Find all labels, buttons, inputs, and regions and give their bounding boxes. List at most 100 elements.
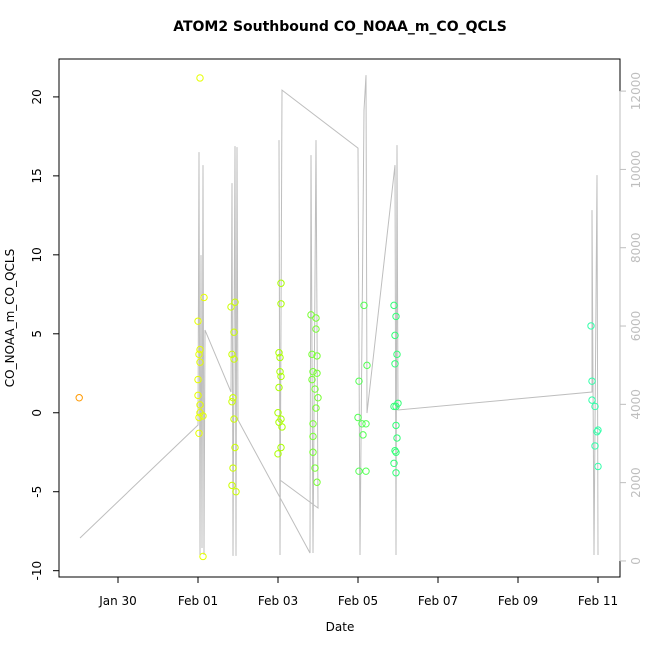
- point: [230, 355, 238, 363]
- point: [228, 481, 236, 490]
- point: [392, 448, 400, 456]
- point: [391, 360, 399, 368]
- point: [277, 279, 285, 287]
- point: [393, 350, 401, 359]
- point: [354, 413, 362, 422]
- point: [228, 398, 236, 406]
- point: [194, 375, 202, 384]
- point: [308, 350, 316, 359]
- point: [274, 409, 282, 417]
- point: [392, 312, 400, 321]
- point: [312, 314, 320, 322]
- point: [195, 350, 203, 359]
- y2-tick-label: 8000: [629, 232, 643, 263]
- point: [228, 350, 236, 359]
- y-tick-label: 5: [30, 330, 44, 338]
- y-tick-label: -5: [30, 486, 44, 498]
- point: [312, 325, 320, 333]
- x-tick-label: Feb 05: [338, 594, 378, 608]
- altitude-line: [79, 75, 599, 556]
- x-tick-label: Feb 01: [178, 594, 218, 608]
- point: [309, 367, 317, 376]
- point: [358, 420, 366, 428]
- point: [313, 352, 321, 360]
- point: [314, 394, 322, 402]
- y2-tick-label: 0: [629, 557, 643, 565]
- point: [194, 391, 202, 400]
- point: [594, 426, 602, 434]
- point: [199, 552, 207, 561]
- y2-tick-label: 6000: [629, 311, 643, 342]
- point: [355, 467, 363, 475]
- point: [230, 328, 238, 336]
- point: [231, 298, 239, 306]
- point: [312, 404, 320, 412]
- x-tick-label: Feb 09: [498, 594, 538, 608]
- point: [278, 423, 286, 431]
- point: [392, 469, 400, 477]
- point: [276, 367, 284, 376]
- point: [593, 428, 601, 436]
- point: [195, 429, 203, 437]
- y-tick-label: 0: [30, 409, 44, 417]
- point: [390, 402, 398, 411]
- point: [355, 377, 363, 385]
- x-tick-label: Feb 03: [258, 594, 298, 608]
- chart-title: ATOM2 Southbound CO_NOAA_m_CO_QCLS: [173, 19, 507, 35]
- point: [275, 383, 283, 392]
- x-tick-label: Jan 30: [98, 594, 137, 608]
- y-tick-label: 10: [30, 247, 44, 262]
- point: [194, 317, 202, 325]
- point: [196, 358, 204, 366]
- point: [277, 372, 285, 381]
- plot-frame: [58, 58, 621, 578]
- point: [390, 459, 398, 467]
- point: [230, 415, 238, 423]
- x-tick-label: Feb 11: [578, 594, 618, 608]
- point: [393, 434, 401, 442]
- point: [231, 443, 239, 452]
- point: [309, 432, 317, 441]
- point: [232, 488, 240, 496]
- point: [360, 301, 368, 310]
- x-tick-label: Feb 07: [418, 594, 458, 608]
- point: [392, 402, 400, 411]
- point: [392, 421, 400, 430]
- point: [275, 349, 283, 357]
- point: [594, 462, 602, 471]
- point: [195, 413, 203, 422]
- point: [588, 396, 596, 404]
- point: [200, 293, 208, 302]
- point: [363, 361, 371, 370]
- point: [196, 74, 204, 82]
- point: [359, 431, 367, 439]
- point: [277, 300, 285, 308]
- y-axis-label: CO_NOAA_m_CO_QCLS: [3, 249, 17, 387]
- point: [75, 394, 83, 402]
- point: [199, 412, 207, 420]
- point: [313, 369, 321, 377]
- y2-tick-label: 10000: [629, 150, 643, 188]
- point: [591, 442, 599, 450]
- point: [311, 464, 319, 472]
- y-tick-label: 15: [30, 168, 44, 183]
- point: [391, 331, 399, 340]
- y2-tick-label: 12000: [629, 72, 643, 110]
- y-tick-label: -10: [30, 561, 44, 581]
- point: [196, 401, 204, 409]
- point: [362, 420, 370, 428]
- point: [309, 420, 317, 428]
- y2-tick-label: 2000: [629, 467, 643, 498]
- y2-tick-label: 4000: [629, 389, 643, 420]
- point: [277, 443, 285, 452]
- point: [588, 377, 596, 385]
- point: [591, 402, 599, 411]
- point: [391, 446, 399, 455]
- point: [229, 464, 237, 472]
- y-tick-label: 20: [30, 89, 44, 104]
- point: [587, 322, 595, 330]
- point: [274, 450, 282, 458]
- point: [229, 394, 237, 402]
- point: [276, 353, 284, 362]
